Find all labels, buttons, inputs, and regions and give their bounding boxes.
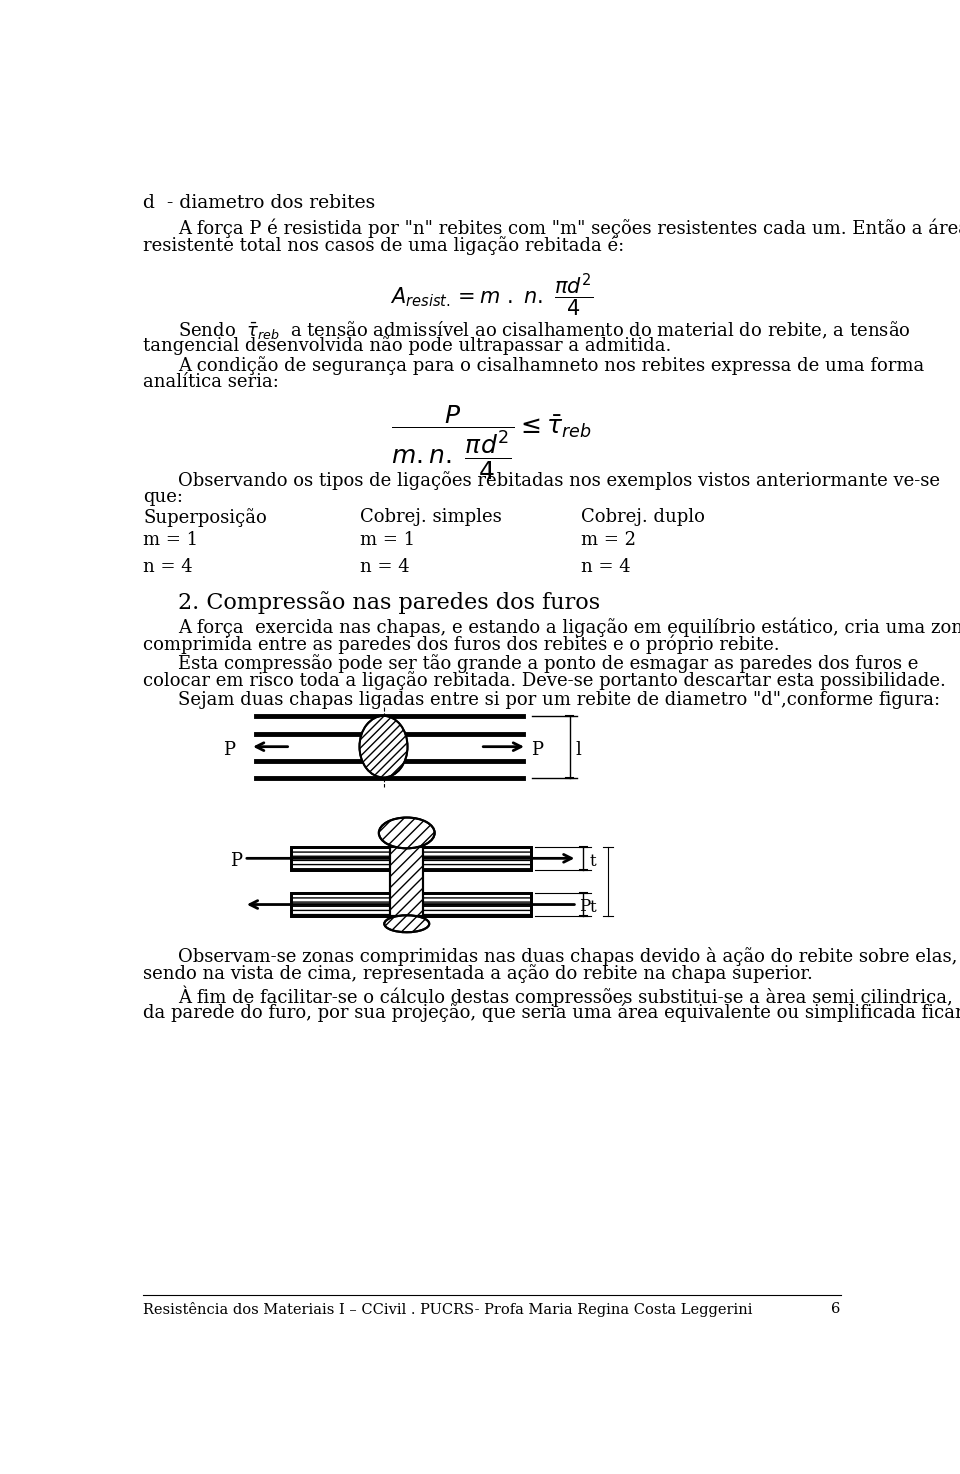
Text: t: t bbox=[589, 853, 596, 870]
Bar bbox=[391, 846, 423, 915]
Text: Sejam duas chapas ligadas entre si por um rebite de diametro "d",conforme figura: Sejam duas chapas ligadas entre si por u… bbox=[179, 691, 940, 709]
Bar bbox=[291, 893, 531, 915]
Text: n = 4: n = 4 bbox=[581, 559, 631, 576]
Bar bbox=[291, 846, 531, 870]
Text: da parede do furo, por sua projeção, que seria uma área equivalente ou simplific: da parede do furo, por sua projeção, que… bbox=[143, 1002, 960, 1021]
Ellipse shape bbox=[359, 716, 408, 777]
Text: Observam-se zonas comprimidas nas duas chapas devido à ação do rebite sobre elas: Observam-se zonas comprimidas nas duas c… bbox=[179, 946, 957, 965]
Text: A força  exercida nas chapas, e estando a ligação em equilíbrio estático, cria u: A força exercida nas chapas, e estando a… bbox=[179, 618, 960, 637]
Text: que:: que: bbox=[143, 488, 183, 506]
Ellipse shape bbox=[379, 818, 435, 849]
Text: A condição de segurança para o cisalhamneto nos rebites expressa de uma forma: A condição de segurança para o cisalhamn… bbox=[179, 357, 924, 376]
Text: À fim de facilitar-se o cálculo destas compressões substitui-se a àrea semi cili: À fim de facilitar-se o cálculo destas c… bbox=[179, 986, 953, 1007]
Text: m = 1: m = 1 bbox=[143, 531, 199, 550]
Text: 6: 6 bbox=[831, 1302, 841, 1316]
Text: t: t bbox=[589, 899, 596, 917]
Text: resistente total nos casos de uma ligação rebitada é:: resistente total nos casos de uma ligaçã… bbox=[143, 236, 625, 255]
Text: Esta compressão pode ser tão grande a ponto de esmagar as paredes dos furos e: Esta compressão pode ser tão grande a po… bbox=[179, 654, 919, 674]
Text: n = 4: n = 4 bbox=[360, 559, 410, 576]
Text: A força P é resistida por "n" rebites com "m" seções resistentes cada um. Então : A força P é resistida por "n" rebites co… bbox=[179, 218, 960, 237]
Text: P: P bbox=[531, 741, 542, 759]
Text: analítica seria:: analítica seria: bbox=[143, 373, 279, 391]
Text: Sendo  $\bar{\tau}_{reb}$  a tensão admissível ao cisalhamento do material do re: Sendo $\bar{\tau}_{reb}$ a tensão admiss… bbox=[179, 320, 911, 342]
Text: m = 2: m = 2 bbox=[581, 531, 636, 550]
Text: $A_{resist.} = m\ .\ n.\ \dfrac{\pi d^{2}}{4}$: $A_{resist.} = m\ .\ n.\ \dfrac{\pi d^{2… bbox=[390, 271, 594, 318]
Text: P: P bbox=[579, 898, 590, 915]
Text: P: P bbox=[230, 852, 242, 870]
Bar bbox=[291, 846, 531, 870]
Text: l: l bbox=[576, 741, 582, 759]
Text: Cobrej. simples: Cobrej. simples bbox=[360, 509, 502, 526]
Text: m = 1: m = 1 bbox=[360, 531, 416, 550]
Text: P: P bbox=[223, 741, 234, 759]
Text: tangencial desenvolvida não pode ultrapassar a admitida.: tangencial desenvolvida não pode ultrapa… bbox=[143, 336, 672, 355]
Text: comprimida entre as paredes dos furos dos rebites e o próprio rebite.: comprimida entre as paredes dos furos do… bbox=[143, 634, 780, 654]
Text: Observando os tipos de ligações rebitadas nos exemplos vistos anteriormante ve-s: Observando os tipos de ligações rebitada… bbox=[179, 472, 940, 489]
Text: Cobrej. duplo: Cobrej. duplo bbox=[581, 509, 705, 526]
Text: d  - diametro dos rebites: d - diametro dos rebites bbox=[143, 193, 375, 212]
Text: colocar em risco toda a ligação rebitada. Deve-se portanto descartar esta possib: colocar em risco toda a ligação rebitada… bbox=[143, 671, 947, 690]
Bar bbox=[291, 893, 531, 915]
Text: sendo na vista de cima, representada a ação do rebite na chapa superior.: sendo na vista de cima, representada a a… bbox=[143, 964, 813, 983]
Text: $\dfrac{P}{m.n.\ \dfrac{\pi d^{2}}{4}} \leq \bar{\tau}_{reb}$: $\dfrac{P}{m.n.\ \dfrac{\pi d^{2}}{4}} \… bbox=[392, 404, 592, 482]
Text: n = 4: n = 4 bbox=[143, 559, 193, 576]
Ellipse shape bbox=[384, 915, 429, 932]
Text: 2. Compressão nas paredes dos furos: 2. Compressão nas paredes dos furos bbox=[179, 591, 600, 615]
Bar bbox=[391, 846, 423, 915]
Text: Resistência dos Materiais I – CCivil . PUCRS- Profa Maria Regina Costa Leggerini: Resistência dos Materiais I – CCivil . P… bbox=[143, 1302, 753, 1316]
Text: Superposição: Superposição bbox=[143, 509, 267, 526]
